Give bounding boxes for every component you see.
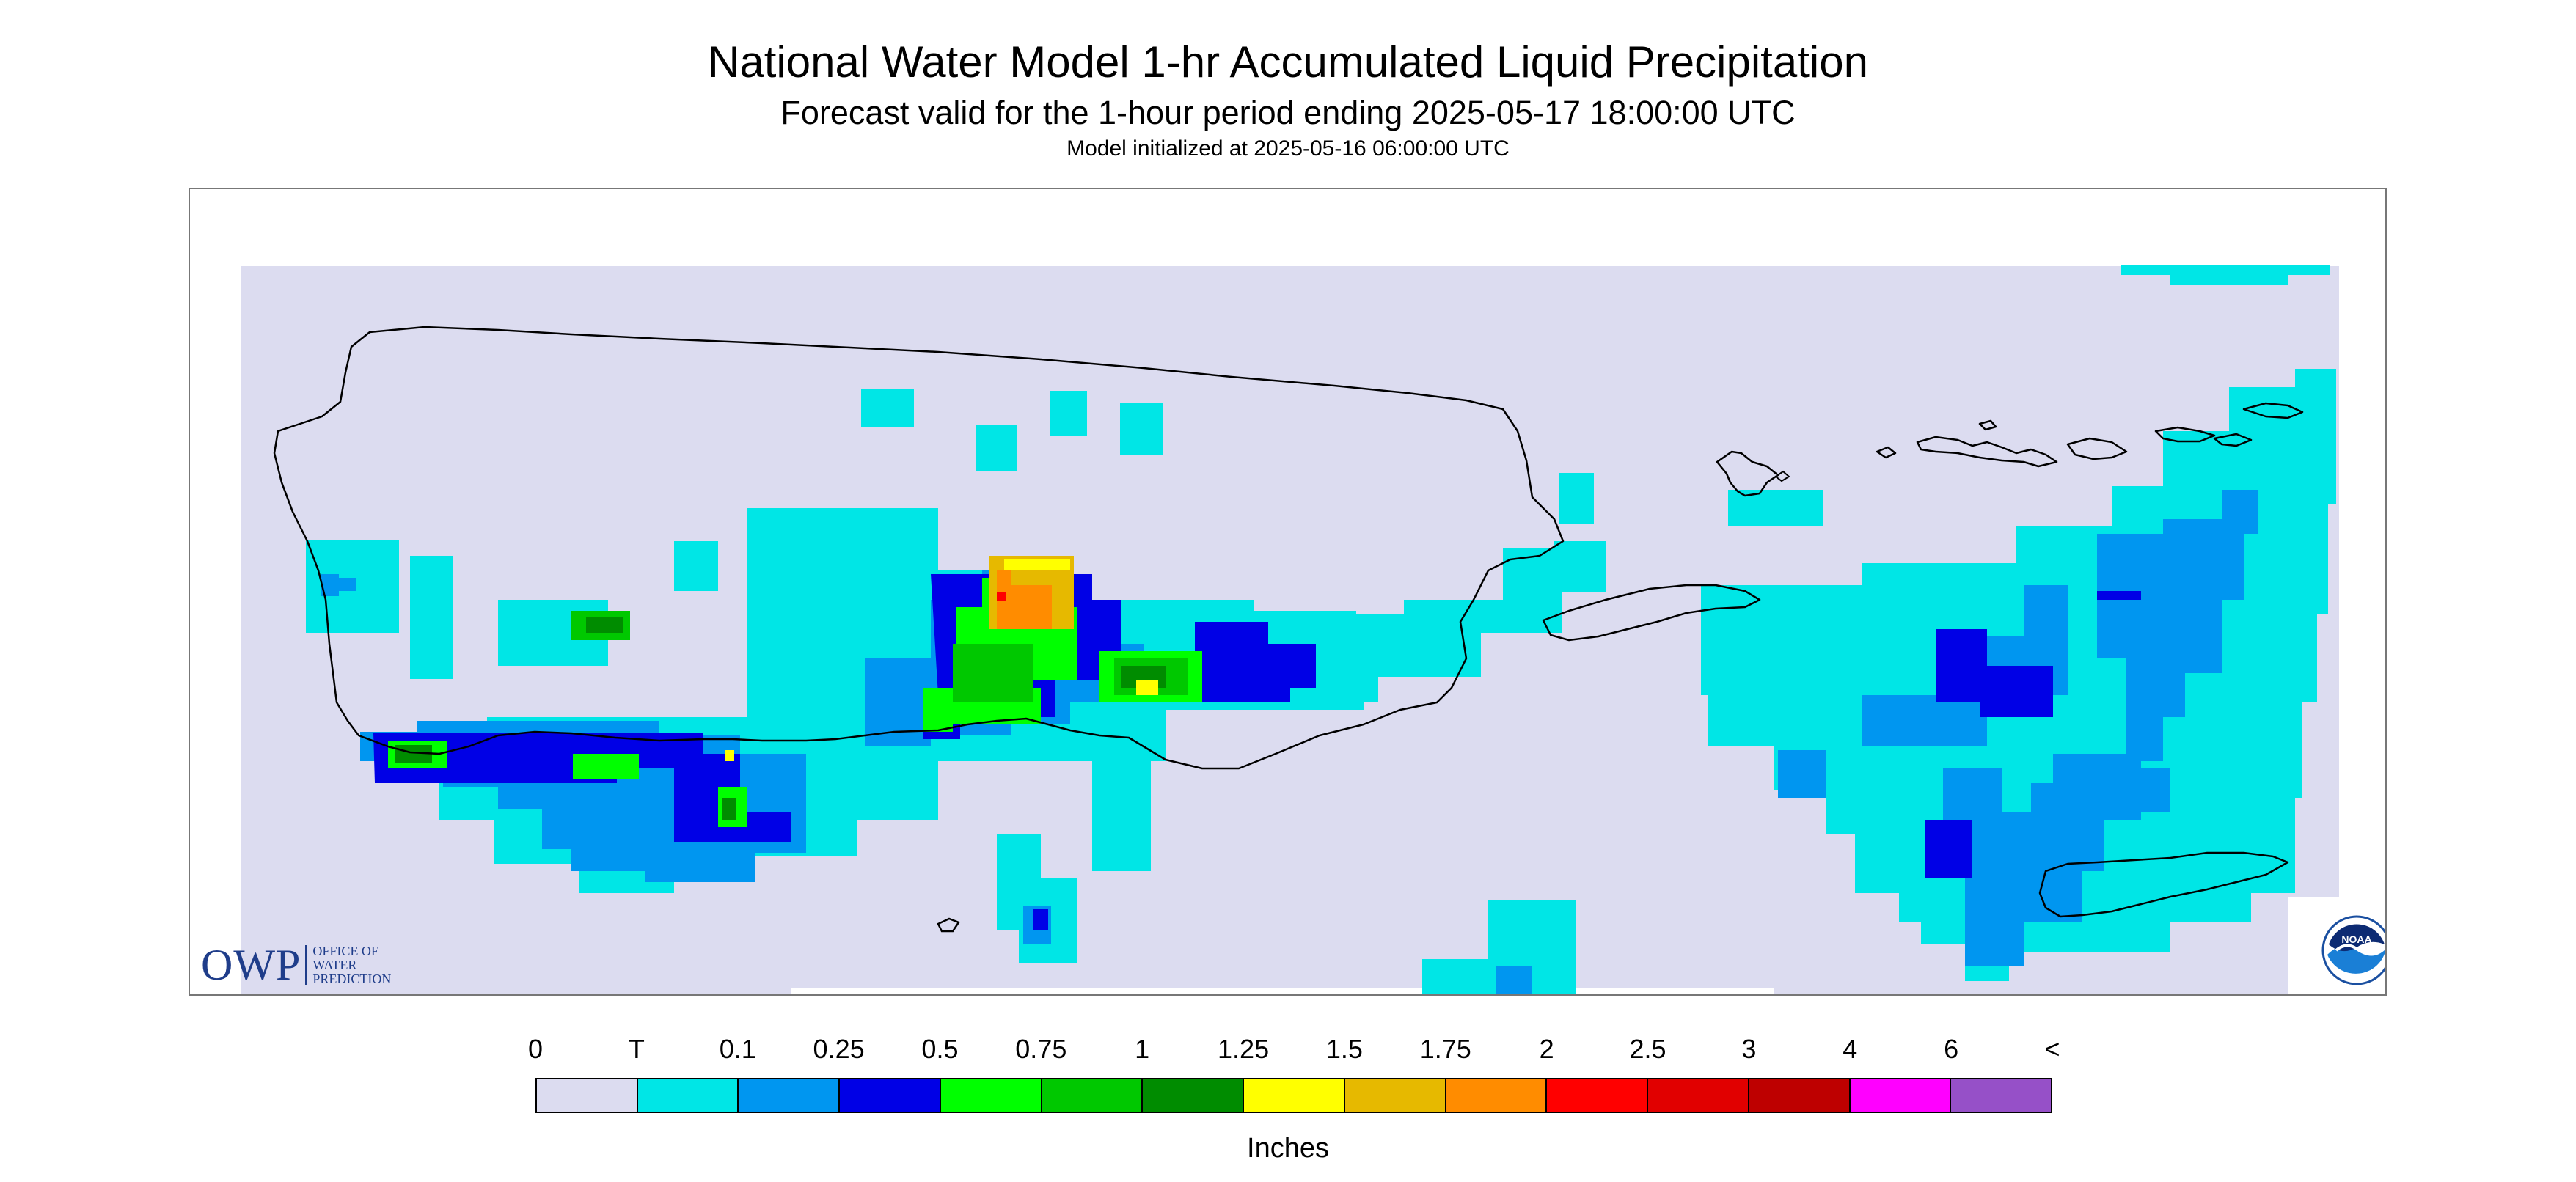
map-canvas [241,265,2339,994]
legend-swatch [1143,1079,1245,1112]
legend-tick-label: 2 [1539,1034,1554,1064]
legend-tick-label: T [628,1034,645,1064]
legend-swatch [1547,1079,1649,1112]
legend-tick-label: 6 [1944,1034,1959,1064]
legend-swatch [1648,1079,1749,1112]
legend-tick-label: 0.1 [719,1034,756,1064]
legend-tick-label: < [2044,1034,2060,1064]
st-croix-coastline [2038,851,2289,918]
legend-tick-label: 3 [1741,1034,1757,1064]
vieques-coastline [1542,584,1761,642]
precip-max-core [725,556,1158,761]
puerto-rico-coastline [273,326,1565,770]
legend-tick-label: 2.5 [1629,1034,1666,1064]
legend-swatch [840,1079,941,1112]
legend-swatch [637,1079,739,1112]
legend-tick-label: 4 [1843,1034,1858,1064]
legend-swatch [1244,1079,1345,1112]
noaa-logo: NOAA [2321,915,2385,985]
owp-logo-line: OFFICE OF [312,943,378,958]
legend-tick-label: 1.25 [1218,1034,1270,1064]
map-subtitle: Forecast valid for the 1-hour period end… [780,94,1796,131]
virgin-islands-coastline [1876,402,2304,468]
precipitation-map[interactable]: OWP OFFICE OF WATER PREDICTION NOAA [189,188,2387,996]
owp-logo-line: PREDICTION [312,971,392,986]
legend-swatch [1749,1079,1851,1112]
legend-swatch [1951,1079,2052,1112]
noaa-logo-text: NOAA [2341,933,2371,945]
legend-swatch [537,1079,638,1112]
legend-swatch [1446,1079,1548,1112]
legend-tick-label: 0.25 [813,1034,865,1064]
legend-swatch [1042,1079,1144,1112]
owp-logo-mark: OWP [201,941,301,989]
legend-swatch [1344,1079,1446,1112]
mona-island [937,917,960,933]
owp-logo-divider [305,945,307,985]
legend-tick-label: 1 [1135,1034,1150,1064]
culebra-coastline [1716,450,1779,497]
owp-logo-line: WATER [312,957,357,972]
legend-colorbar [535,1078,2052,1113]
model-init-text: Model initialized at 2025-05-16 06:00:00… [1066,136,1510,161]
legend-tick-label: 1.75 [1419,1034,1471,1064]
legend-swatch [1850,1079,1952,1112]
legend-swatch [739,1079,841,1112]
map-title: National Water Model 1-hr Accumulated Li… [708,37,1868,87]
legend-tick-label: 0.75 [1015,1034,1067,1064]
legend-tick-label: 0 [527,1034,544,1064]
legend-tick-label: 1.5 [1325,1034,1363,1064]
legend-swatch [940,1079,1042,1112]
legend-tick-label: 0.5 [921,1034,959,1064]
owp-logo: OWP OFFICE OF WATER PREDICTION [201,943,391,987]
legend-unit-label: Inches [1247,1133,1329,1164]
owp-logo-text: OFFICE OF WATER PREDICTION [312,944,391,986]
